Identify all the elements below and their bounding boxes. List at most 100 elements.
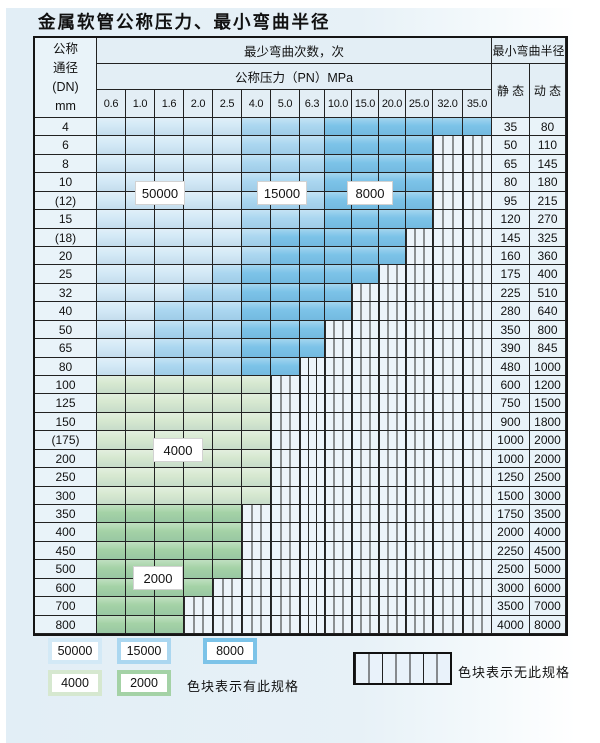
pressure-cell-unavailable bbox=[325, 560, 352, 579]
pressure-cell-available bbox=[97, 358, 126, 376]
static-radius-cell: 145 bbox=[492, 229, 530, 247]
pressure-cell-available bbox=[213, 394, 242, 413]
dynamic-radius-cell: 3500 bbox=[530, 505, 566, 523]
dn-cell: 450 bbox=[35, 542, 97, 560]
pressure-cell-unavailable bbox=[463, 523, 492, 542]
dynamic-radius-cell: 325 bbox=[530, 229, 566, 247]
table-row: 100 600 1200 bbox=[35, 376, 566, 394]
pressure-cell-available bbox=[242, 394, 271, 413]
pressure-cell-unavailable bbox=[300, 394, 325, 413]
pressure-cell-available bbox=[155, 155, 184, 173]
pressure-cell-available bbox=[97, 302, 126, 321]
pressure-cell-available bbox=[155, 118, 184, 136]
pressure-cell-available bbox=[406, 136, 433, 155]
pressure-cell-unavailable bbox=[271, 376, 300, 394]
pressure-column-header: 5.0 bbox=[271, 90, 300, 118]
table-row: 200 1000 2000 bbox=[35, 450, 566, 468]
dynamic-radius-cell: 1000 bbox=[530, 358, 566, 376]
pressure-cell-unavailable bbox=[184, 597, 213, 616]
dn-cell: 100 bbox=[35, 376, 97, 394]
table-row: 32 225 510 bbox=[35, 284, 566, 302]
pressure-cell-available bbox=[184, 302, 213, 321]
pressure-cell-unavailable bbox=[463, 173, 492, 192]
legend-swatch-label: 15000 bbox=[121, 642, 167, 660]
legend-swatch-15000: 15000 bbox=[117, 638, 171, 664]
static-radius-cell: 1500 bbox=[492, 487, 530, 505]
dn-cell: 15 bbox=[35, 210, 97, 229]
pressure-cell-unavailable bbox=[463, 155, 492, 173]
pressure-cell-unavailable bbox=[406, 321, 433, 339]
static-radius-cell: 95 bbox=[492, 192, 530, 210]
pressure-cell-available bbox=[184, 118, 213, 136]
pressure-cell-unavailable bbox=[406, 487, 433, 505]
pressure-cell-available bbox=[97, 579, 126, 597]
dynamic-radius-cell: 145 bbox=[530, 155, 566, 173]
pressure-cell-available bbox=[325, 265, 352, 284]
pressure-column-header: 35.0 bbox=[463, 90, 492, 118]
pressure-cell-available bbox=[126, 284, 155, 302]
pressure-cell-unavailable bbox=[379, 431, 406, 450]
pressure-cell-available bbox=[352, 247, 379, 265]
pressure-cell-available bbox=[126, 413, 155, 431]
dynamic-radius-cell: 270 bbox=[530, 210, 566, 229]
pressure-cell-available bbox=[300, 155, 325, 173]
header-dn-line3: (DN) bbox=[52, 79, 79, 94]
dn-cell: 20 bbox=[35, 247, 97, 265]
dynamic-radius-cell: 215 bbox=[530, 192, 566, 210]
pressure-cell-unavailable bbox=[463, 394, 492, 413]
pressure-cell-available bbox=[184, 247, 213, 265]
pressure-cell-unavailable bbox=[433, 468, 463, 487]
header-dn-cell: 公称 通径 (DN) mm bbox=[35, 38, 97, 118]
pressure-cell-available bbox=[155, 247, 184, 265]
pressure-cell-available bbox=[97, 192, 126, 210]
rating-chip: 50000 bbox=[135, 181, 185, 205]
pressure-cell-available bbox=[97, 321, 126, 339]
pressure-column-header: 15.0 bbox=[352, 90, 379, 118]
pressure-cell-unavailable bbox=[325, 394, 352, 413]
pressure-column-header: 1.0 bbox=[126, 90, 155, 118]
pressure-cell-available bbox=[379, 155, 406, 173]
dn-cell: 800 bbox=[35, 616, 97, 634]
pressure-cell-available bbox=[271, 229, 300, 247]
pressure-cell-available bbox=[184, 173, 213, 192]
pressure-cell-available bbox=[97, 616, 126, 634]
dynamic-radius-cell: 8000 bbox=[530, 616, 566, 634]
pressure-cell-unavailable bbox=[379, 468, 406, 487]
pressure-cell-unavailable bbox=[352, 431, 379, 450]
legend-available-text: 色块表示有此规格 bbox=[187, 679, 300, 694]
pressure-cell-unavailable bbox=[271, 579, 300, 597]
dynamic-radius-cell: 360 bbox=[530, 247, 566, 265]
pressure-cell-unavailable bbox=[325, 339, 352, 358]
pressure-cell-unavailable bbox=[325, 542, 352, 560]
pressure-column-header: 32.0 bbox=[433, 90, 463, 118]
pressure-cell-available bbox=[213, 210, 242, 229]
pressure-cell-unavailable bbox=[242, 579, 271, 597]
pressure-cell-available bbox=[155, 505, 184, 523]
pressure-cell-available bbox=[325, 302, 352, 321]
pressure-cell-unavailable bbox=[325, 358, 352, 376]
pressure-cell-unavailable bbox=[463, 487, 492, 505]
pressure-cell-unavailable bbox=[433, 597, 463, 616]
pressure-cell-available bbox=[325, 210, 352, 229]
pressure-cell-unavailable bbox=[271, 560, 300, 579]
pressure-cell-available bbox=[184, 192, 213, 210]
pressure-cell-available bbox=[155, 376, 184, 394]
dynamic-radius-cell: 2000 bbox=[530, 450, 566, 468]
pressure-cell-available bbox=[213, 542, 242, 560]
table-row: 6 50 110 bbox=[35, 136, 566, 155]
pressure-cell-available bbox=[126, 265, 155, 284]
pressure-cell-unavailable bbox=[463, 560, 492, 579]
pressure-column-header: 10.0 bbox=[325, 90, 352, 118]
pressure-cell-available bbox=[126, 616, 155, 634]
pressure-cell-unavailable bbox=[406, 542, 433, 560]
pressure-cell-available bbox=[126, 321, 155, 339]
pressure-cell-available bbox=[213, 155, 242, 173]
pressure-cell-unavailable bbox=[352, 468, 379, 487]
pressure-cell-available bbox=[126, 376, 155, 394]
dynamic-radius-cell: 80 bbox=[530, 118, 566, 136]
pressure-cell-available bbox=[126, 523, 155, 542]
pressure-cell-unavailable bbox=[433, 136, 463, 155]
pressure-cell-unavailable bbox=[433, 247, 463, 265]
rating-chip: 2000 bbox=[133, 566, 183, 590]
pressure-cell-unavailable bbox=[406, 579, 433, 597]
